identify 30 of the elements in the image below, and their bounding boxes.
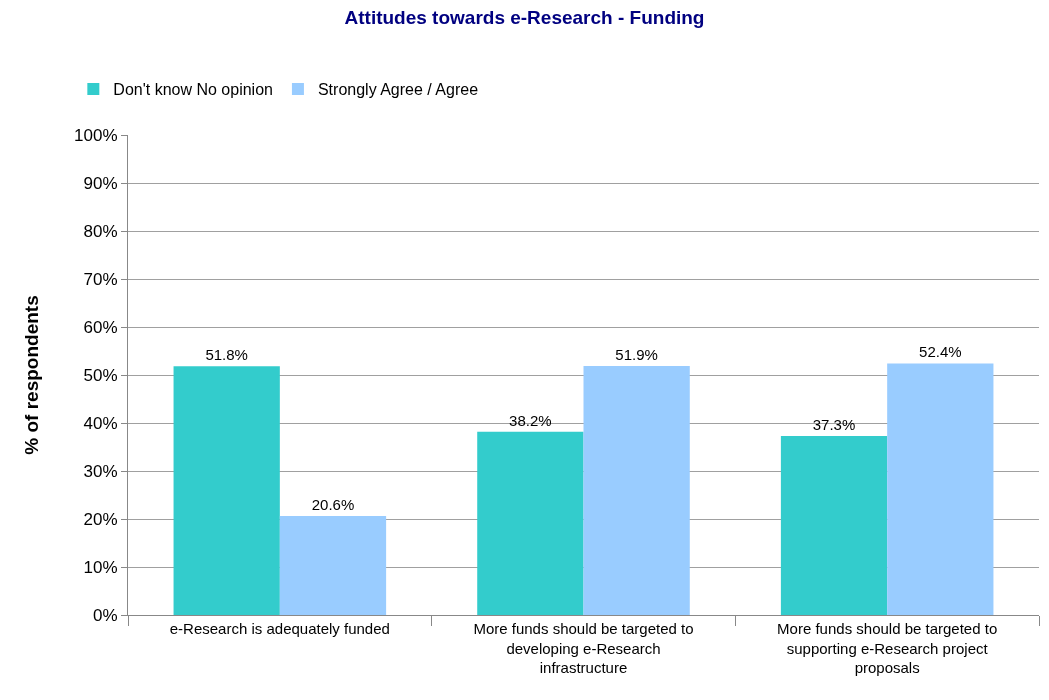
y-tick-label: 40% — [83, 413, 118, 433]
legend-label: Strongly Agree / Agree — [317, 81, 479, 99]
y-tick-label: 0% — [93, 605, 118, 625]
y-tick-label: 100% — [74, 125, 118, 145]
x-tick-label: More funds should be targeted to developing e-Research infrastructure — [473, 620, 694, 676]
data-label: 51.8% — [205, 346, 248, 364]
data-label: 37.3% — [812, 415, 856, 433]
data-label: 38.2% — [509, 411, 552, 429]
data-label: 52.4% — [919, 343, 962, 361]
bar — [780, 435, 888, 615]
y-tick-label: 70% — [83, 269, 118, 289]
bar — [173, 366, 280, 615]
y-tick-label: 90% — [83, 173, 118, 193]
y-tick-label: 80% — [83, 221, 118, 241]
y-tick-label: 10% — [83, 557, 118, 577]
y-tick-label: 60% — [83, 317, 118, 337]
data-label: 51.9% — [615, 345, 658, 363]
chart-title: Attitudes towards e-Research - Funding — [344, 6, 705, 28]
bar — [477, 431, 584, 615]
x-tick-label: e-Research is adequately funded — [169, 620, 390, 637]
bar — [279, 516, 387, 615]
bar — [583, 365, 690, 615]
y-axis-title: % of respondents — [20, 295, 42, 455]
legend-label: Don't know No opinion — [113, 81, 273, 99]
x-tick-label: More funds should be targeted to supporting e-Research project proposals — [777, 620, 998, 676]
bar — [887, 363, 994, 615]
y-tick-label: 30% — [83, 461, 118, 481]
y-tick-label: 50% — [83, 365, 118, 385]
data-label: 20.6% — [311, 496, 355, 514]
y-tick-label: 20% — [83, 509, 118, 529]
